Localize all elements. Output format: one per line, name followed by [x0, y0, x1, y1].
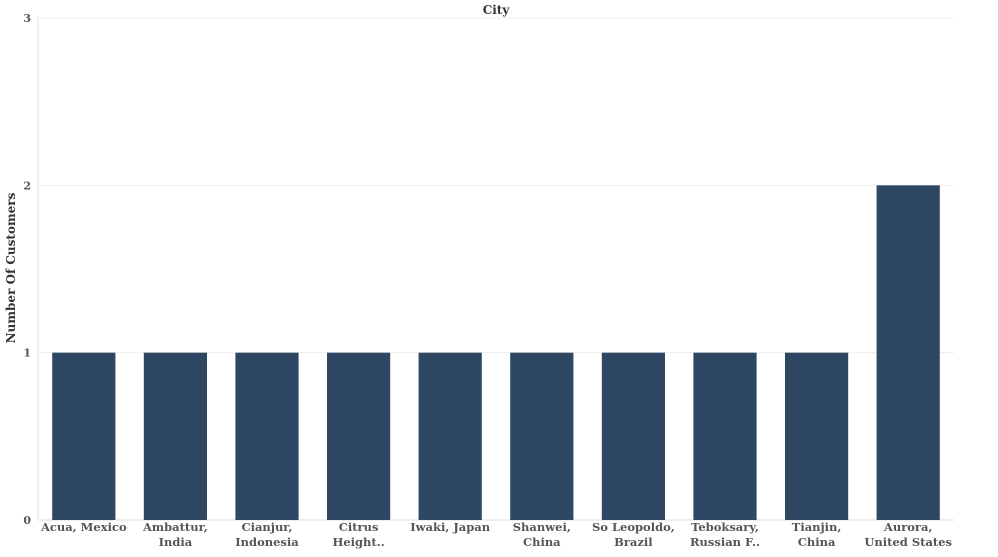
chart-title: City [483, 3, 511, 17]
x-tick-label: Shanwei, China [513, 520, 571, 549]
bar [52, 352, 116, 520]
bar [326, 352, 391, 520]
x-tick-label: Tianjin, China [792, 520, 842, 549]
bar [143, 352, 208, 520]
y-tick-label: 0 [23, 514, 31, 527]
bar [876, 185, 940, 521]
x-tick-label: Acua, Mexico [40, 520, 127, 534]
y-tick-label: 3 [23, 12, 31, 25]
x-tick-label: So Leopoldo, Brazil [592, 520, 675, 549]
x-tick-label: Iwaki, Japan [410, 520, 490, 534]
bar [784, 352, 849, 520]
bar [510, 352, 574, 520]
x-tick-label: Ambattur, India [142, 520, 208, 549]
x-tick-label: Aurora, United States [864, 520, 952, 549]
y-tick-label: 2 [23, 179, 31, 192]
bar [235, 352, 299, 520]
x-tick-label: Cianjur, Indonesia [235, 520, 299, 549]
x-tick-label: Citrus Height.. [332, 520, 384, 549]
y-axis-label: Number Of Customers [4, 192, 18, 343]
y-tick-labels: 0 1 2 3 [23, 12, 31, 527]
gridlines [38, 17, 954, 354]
bars [52, 185, 940, 521]
bar [693, 352, 757, 520]
bar [601, 352, 666, 520]
bar [418, 352, 482, 520]
x-tick-label: Teboksary, Russian F.. [690, 520, 760, 549]
x-tick-labels: Acua, Mexico Ambattur, India Cianjur, Indone… [40, 520, 952, 549]
y-tick-label: 1 [23, 347, 31, 360]
